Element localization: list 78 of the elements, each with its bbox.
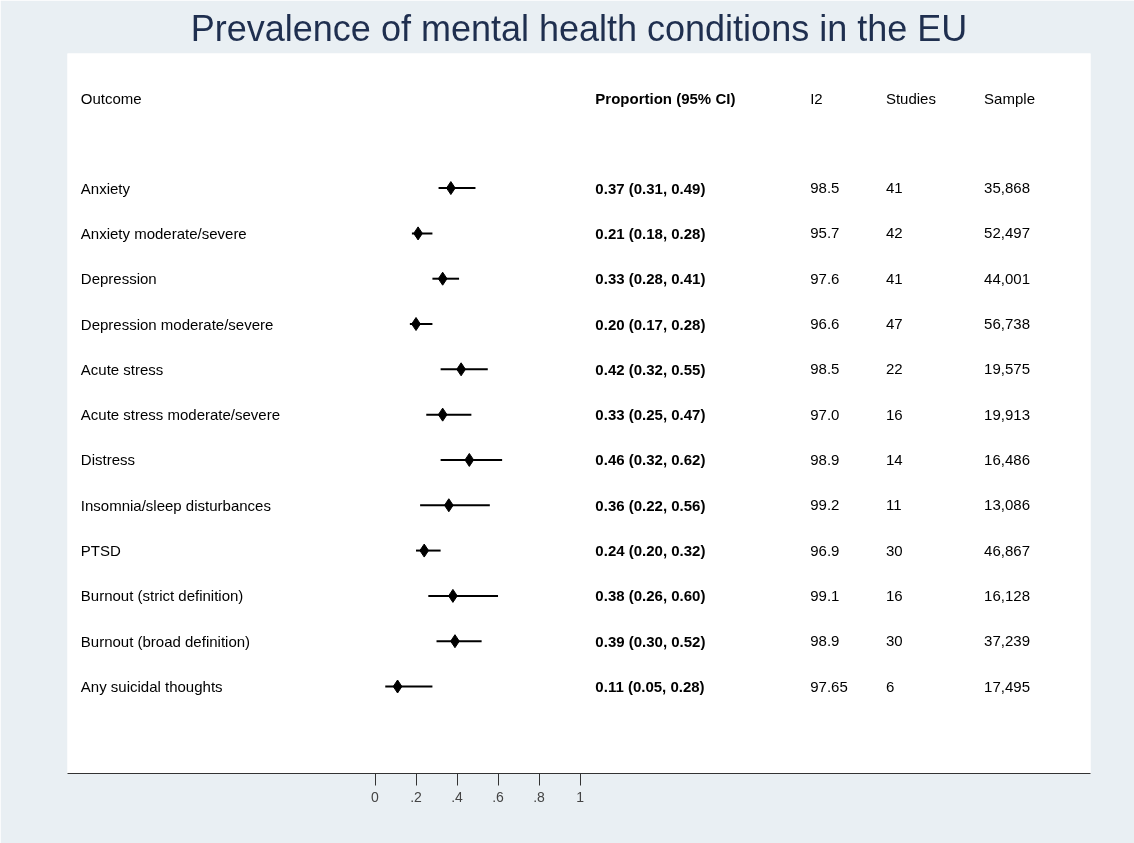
point bbox=[392, 679, 403, 694]
annotation: 11 bbox=[885, 496, 902, 514]
annotation: 17,495 bbox=[984, 677, 1030, 695]
annotation: 13,086 bbox=[984, 496, 1030, 514]
annotation: 0.42 (0.32, 0.55) bbox=[595, 360, 706, 378]
annotation: 0.33 (0.25, 0.47) bbox=[595, 406, 706, 424]
y-axis-title: Outcome bbox=[80, 90, 142, 108]
annotation: 96.6 bbox=[810, 315, 840, 333]
annotation: 37,239 bbox=[984, 632, 1030, 650]
y-tick-label: Distress bbox=[80, 451, 135, 469]
annotation: 98.5 bbox=[810, 360, 840, 378]
annotation: 56,738 bbox=[984, 315, 1030, 333]
y-tick-label: Depression bbox=[80, 270, 157, 288]
annotation: 16,486 bbox=[984, 450, 1030, 468]
x-tick-label: .8 bbox=[533, 788, 546, 805]
annotation: 46,867 bbox=[984, 541, 1030, 559]
annotation: 44,001 bbox=[984, 269, 1030, 287]
point bbox=[464, 452, 475, 467]
x-tick-label: .6 bbox=[492, 788, 505, 805]
annotation: 97.65 bbox=[810, 677, 848, 695]
annotation: 0.39 (0.30, 0.52) bbox=[595, 632, 706, 650]
chart-title: Prevalence of mental health conditions in the EU bbox=[190, 7, 968, 49]
y-tick-label: Acute stress bbox=[80, 360, 164, 378]
annotation: 41 bbox=[885, 269, 903, 287]
annotation: 16 bbox=[885, 586, 903, 604]
point bbox=[437, 407, 448, 422]
annotation: 97.6 bbox=[810, 269, 840, 287]
text: Studies bbox=[885, 90, 936, 108]
annotation: 99.1 bbox=[810, 586, 840, 604]
annotation: 99.2 bbox=[810, 496, 840, 514]
x-tick-label: 1 bbox=[576, 788, 585, 805]
y-tick-label: Depression moderate/severe bbox=[80, 315, 274, 333]
text: Sample bbox=[984, 90, 1035, 108]
y-tick-label: Any suicidal thoughts bbox=[80, 678, 223, 695]
annotation: 0.37 (0.31, 0.49) bbox=[595, 179, 706, 197]
x-tick-label: 0 bbox=[371, 788, 380, 805]
annotation: 41 bbox=[885, 179, 903, 197]
x-tick-label: .2 bbox=[410, 788, 423, 805]
annotation: 98.5 bbox=[810, 179, 840, 197]
point bbox=[419, 543, 430, 558]
annotation: 35,868 bbox=[984, 179, 1030, 197]
annotation: 97.0 bbox=[810, 405, 840, 423]
annotation: 22 bbox=[885, 360, 903, 378]
point bbox=[443, 498, 454, 513]
y-tick-label: Acute stress moderate/severe bbox=[80, 406, 281, 424]
annotation: 96.9 bbox=[810, 541, 840, 559]
annotation: 0.33 (0.28, 0.41) bbox=[595, 270, 706, 288]
text: I2 bbox=[810, 90, 823, 108]
annotation: 0.21 (0.18, 0.28) bbox=[595, 224, 706, 242]
annotation: 42 bbox=[885, 224, 903, 242]
annotation: 14 bbox=[885, 450, 903, 468]
y-tick-label: Anxiety moderate/severe bbox=[80, 224, 247, 242]
y-tick-label: Insomnia/sleep disturbances bbox=[80, 496, 271, 514]
annotation: 30 bbox=[885, 541, 903, 559]
annotation: 47 bbox=[885, 315, 903, 333]
annotation: 98.9 bbox=[810, 632, 840, 650]
annotation: 0.20 (0.17, 0.28) bbox=[595, 315, 706, 333]
annotation: 52,497 bbox=[984, 224, 1030, 242]
annotation: 16 bbox=[885, 405, 903, 423]
y-tick-label: Anxiety bbox=[80, 179, 131, 197]
annotation: 0.38 (0.26, 0.60) bbox=[595, 587, 706, 605]
y-tick-label: PTSD bbox=[80, 542, 121, 560]
y-tick-label: Burnout (broad definition) bbox=[80, 632, 251, 650]
point bbox=[437, 271, 448, 286]
annotation: 98.9 bbox=[810, 450, 840, 468]
y-tick-label: Burnout (strict definition) bbox=[80, 587, 244, 605]
annotation: 19,913 bbox=[984, 405, 1030, 423]
annotation: 0.46 (0.32, 0.62) bbox=[595, 451, 706, 469]
annotation: 0.11 (0.05, 0.28) bbox=[595, 678, 705, 695]
annotation: 0.24 (0.20, 0.32) bbox=[595, 542, 706, 560]
annotation: 30 bbox=[885, 632, 903, 650]
annotation: 95.7 bbox=[810, 224, 840, 242]
annotation: 16,128 bbox=[984, 586, 1030, 604]
annotation: 0.36 (0.22, 0.56) bbox=[595, 496, 706, 514]
annotation: 19,575 bbox=[984, 360, 1030, 378]
annotation: 6 bbox=[885, 677, 895, 695]
x-tick-label: .4 bbox=[451, 788, 464, 805]
text: Proportion (95% CI) bbox=[595, 90, 736, 108]
